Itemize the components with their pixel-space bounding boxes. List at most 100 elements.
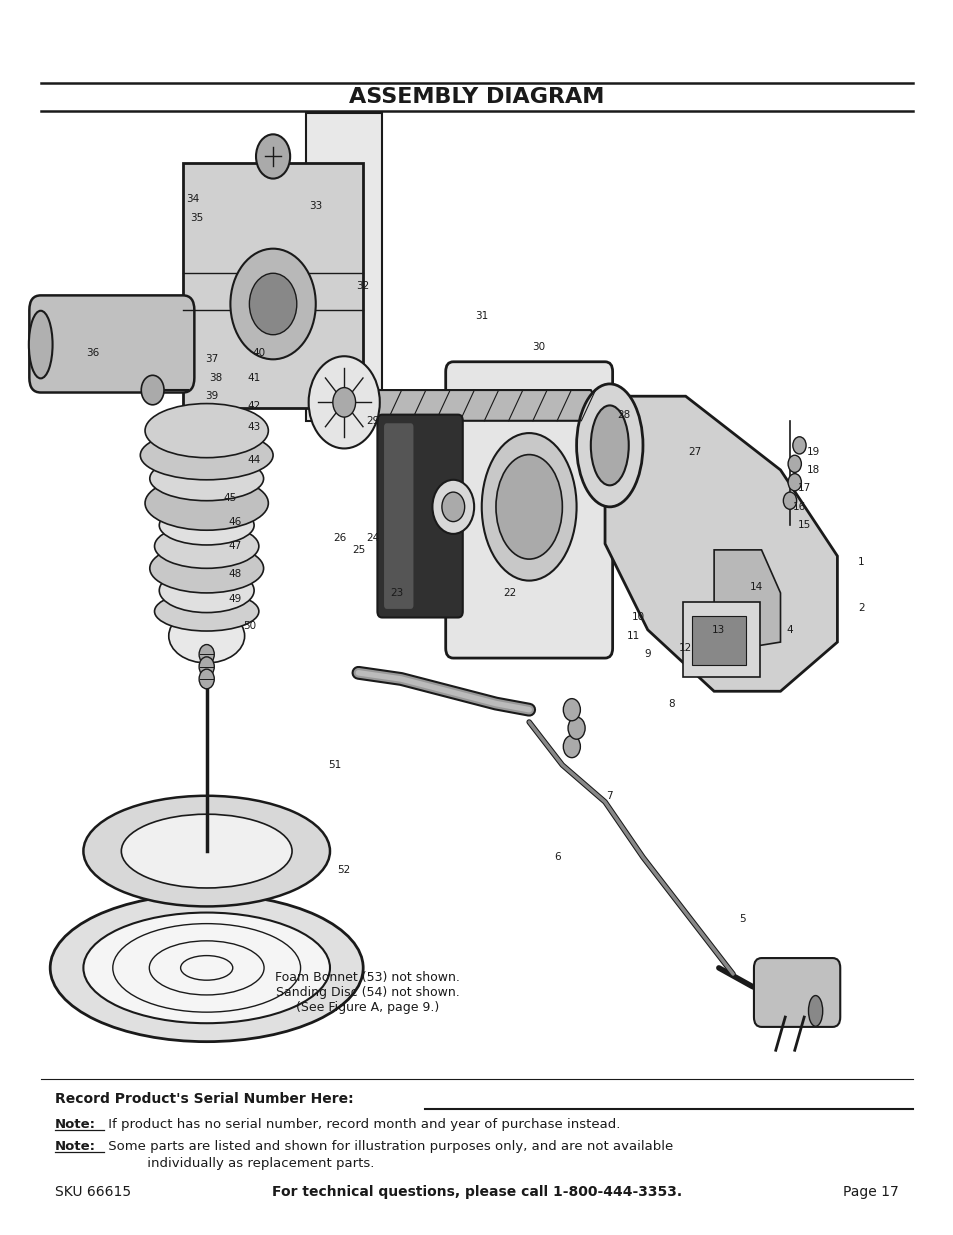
Circle shape [255, 135, 290, 179]
Text: 40: 40 [252, 348, 265, 358]
Text: 6: 6 [554, 852, 560, 862]
Text: 13: 13 [712, 625, 724, 635]
Text: 11: 11 [626, 631, 639, 641]
Ellipse shape [309, 356, 379, 448]
FancyBboxPatch shape [30, 295, 194, 393]
FancyBboxPatch shape [753, 958, 840, 1028]
FancyBboxPatch shape [445, 362, 612, 658]
Ellipse shape [154, 592, 258, 631]
Circle shape [792, 437, 805, 454]
Text: 51: 51 [328, 760, 341, 771]
Text: 9: 9 [643, 650, 650, 659]
Circle shape [787, 474, 801, 490]
Text: 43: 43 [247, 422, 260, 432]
Text: 14: 14 [749, 582, 762, 592]
Text: 28: 28 [617, 410, 630, 420]
Text: Record Product's Serial Number Here:: Record Product's Serial Number Here: [55, 1093, 354, 1107]
Text: 4: 4 [786, 625, 793, 635]
Circle shape [141, 375, 164, 405]
Text: 37: 37 [205, 354, 218, 364]
Text: 16: 16 [792, 501, 805, 511]
Text: 48: 48 [229, 569, 241, 579]
Circle shape [562, 736, 579, 757]
FancyBboxPatch shape [306, 114, 382, 421]
Text: 19: 19 [806, 447, 820, 457]
Ellipse shape [145, 404, 268, 458]
Text: 10: 10 [631, 613, 644, 622]
Text: 49: 49 [229, 594, 241, 604]
Ellipse shape [29, 311, 52, 378]
FancyBboxPatch shape [682, 601, 759, 677]
Text: Page 17: Page 17 [842, 1184, 898, 1199]
Text: 5: 5 [739, 914, 745, 924]
Text: 35: 35 [191, 212, 204, 224]
Text: 41: 41 [247, 373, 260, 383]
Circle shape [333, 388, 355, 417]
Circle shape [199, 645, 214, 664]
Text: 26: 26 [333, 532, 346, 542]
Text: 42: 42 [247, 401, 260, 411]
Text: 46: 46 [229, 516, 241, 526]
Circle shape [441, 492, 464, 521]
Circle shape [249, 273, 296, 335]
Text: For technical questions, please call 1-800-444-3353.: For technical questions, please call 1-8… [272, 1184, 681, 1199]
Text: Note:: Note: [55, 1118, 96, 1130]
Ellipse shape [51, 894, 363, 1041]
Ellipse shape [807, 995, 821, 1026]
Text: 36: 36 [86, 348, 99, 358]
Ellipse shape [154, 524, 258, 568]
Ellipse shape [150, 543, 263, 593]
FancyBboxPatch shape [384, 424, 413, 609]
Text: individually as replacement parts.: individually as replacement parts. [126, 1157, 375, 1170]
Ellipse shape [83, 913, 330, 1024]
Ellipse shape [169, 609, 244, 663]
Circle shape [782, 492, 796, 509]
Text: Note:: Note: [55, 1140, 96, 1152]
Text: 7: 7 [606, 790, 613, 800]
FancyBboxPatch shape [377, 415, 462, 618]
Text: 39: 39 [205, 391, 218, 401]
Text: 8: 8 [667, 699, 674, 709]
Ellipse shape [145, 477, 268, 530]
FancyBboxPatch shape [692, 616, 745, 666]
Text: 2: 2 [857, 603, 863, 613]
Circle shape [562, 699, 579, 721]
Text: 29: 29 [366, 416, 379, 426]
Ellipse shape [590, 405, 628, 485]
Text: 15: 15 [797, 520, 810, 530]
Circle shape [199, 657, 214, 677]
Ellipse shape [121, 814, 292, 888]
Text: 47: 47 [229, 541, 241, 551]
Text: 18: 18 [806, 464, 820, 475]
Circle shape [199, 669, 214, 689]
Text: 34: 34 [186, 194, 199, 205]
Ellipse shape [150, 457, 263, 500]
Text: 31: 31 [475, 311, 488, 321]
Text: ASSEMBLY DIAGRAM: ASSEMBLY DIAGRAM [349, 88, 604, 107]
Polygon shape [604, 396, 837, 692]
Text: 32: 32 [356, 280, 370, 290]
FancyBboxPatch shape [183, 163, 363, 409]
Text: Some parts are listed and shown for illustration purposes only, and are not avai: Some parts are listed and shown for illu… [104, 1140, 673, 1152]
Polygon shape [714, 550, 780, 648]
Circle shape [231, 248, 315, 359]
Circle shape [567, 718, 584, 740]
Text: 27: 27 [688, 447, 701, 457]
Text: 33: 33 [309, 200, 322, 211]
Text: 52: 52 [337, 864, 351, 874]
Text: 22: 22 [503, 588, 517, 598]
Ellipse shape [140, 431, 273, 480]
Text: If product has no serial number, record month and year of purchase instead.: If product has no serial number, record … [104, 1118, 620, 1130]
Ellipse shape [159, 505, 253, 545]
Ellipse shape [83, 795, 330, 906]
Ellipse shape [159, 568, 253, 613]
Text: 12: 12 [679, 643, 692, 653]
Circle shape [787, 456, 801, 473]
Text: SKU 66615: SKU 66615 [55, 1184, 131, 1199]
Polygon shape [335, 390, 609, 421]
Text: 17: 17 [797, 483, 810, 494]
Text: 25: 25 [352, 545, 365, 555]
Text: 23: 23 [390, 588, 402, 598]
Circle shape [432, 480, 474, 534]
Text: 44: 44 [247, 456, 260, 466]
